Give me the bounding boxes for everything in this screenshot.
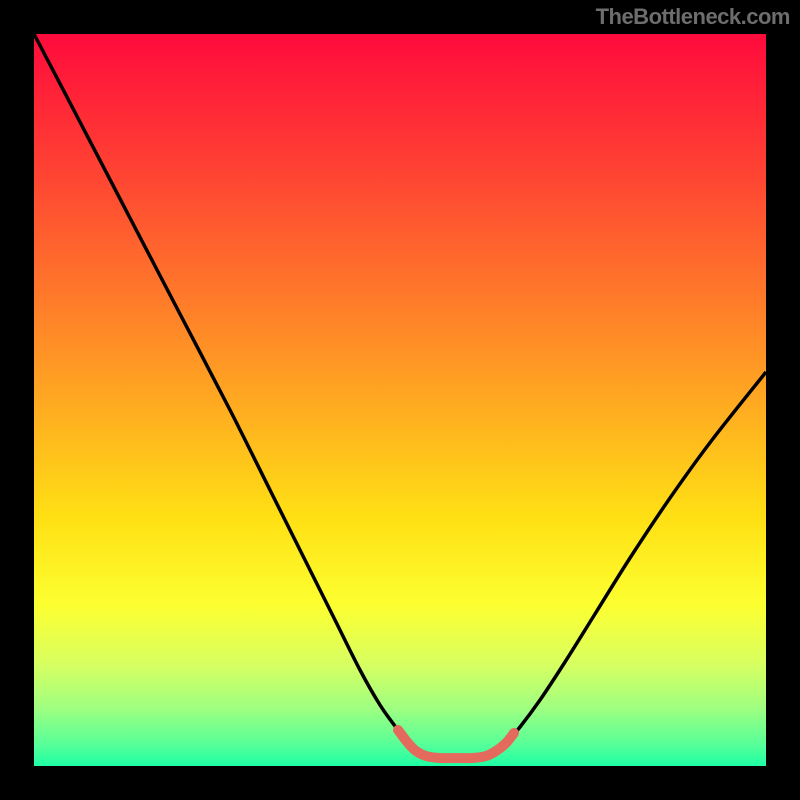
bottleneck-chart	[0, 0, 800, 800]
watermark-text: TheBottleneck.com	[596, 4, 790, 30]
plot-background	[34, 34, 766, 766]
chart-stage: TheBottleneck.com	[0, 0, 800, 800]
